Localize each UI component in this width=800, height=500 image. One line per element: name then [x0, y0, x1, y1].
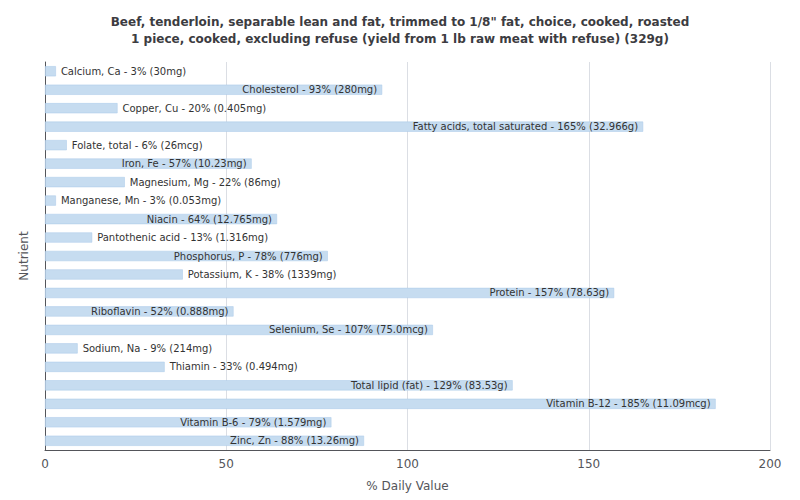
svg-text:100: 100 — [396, 457, 419, 471]
svg-text:Zinc, Zn - 88% (13.26mg): Zinc, Zn - 88% (13.26mg) — [230, 435, 359, 446]
svg-text:% Daily Value: % Daily Value — [366, 479, 448, 493]
svg-text:Total lipid (fat) - 129% (83.5: Total lipid (fat) - 129% (83.53g) — [350, 380, 508, 391]
svg-text:Iron, Fe - 57% (10.23mg): Iron, Fe - 57% (10.23mg) — [122, 158, 247, 169]
svg-text:Copper, Cu - 20% (0.405mg): Copper, Cu - 20% (0.405mg) — [123, 103, 267, 114]
svg-text:Selenium, Se - 107% (75.0mcg): Selenium, Se - 107% (75.0mcg) — [269, 324, 428, 335]
svg-text:Sodium, Na - 9% (214mg): Sodium, Na - 9% (214mg) — [83, 343, 213, 354]
svg-text:Potassium, K - 38% (1339mg): Potassium, K - 38% (1339mg) — [188, 269, 337, 280]
svg-text:Pantothenic acid - 13% (1.316m: Pantothenic acid - 13% (1.316mg) — [97, 232, 268, 243]
svg-text:Beef, tenderloin, separable le: Beef, tenderloin, separable lean and fat… — [111, 15, 690, 29]
svg-text:Vitamin B-12 - 185% (11.09mcg): Vitamin B-12 - 185% (11.09mcg) — [546, 398, 711, 409]
svg-text:Calcium, Ca - 3% (30mg): Calcium, Ca - 3% (30mg) — [61, 66, 186, 77]
svg-text:Nutrient: Nutrient — [17, 231, 31, 281]
svg-text:Cholesterol - 93% (280mg): Cholesterol - 93% (280mg) — [242, 84, 377, 95]
svg-text:Riboflavin - 52% (0.888mg): Riboflavin - 52% (0.888mg) — [91, 306, 229, 317]
svg-text:Thiamin - 33% (0.494mg): Thiamin - 33% (0.494mg) — [169, 361, 298, 372]
svg-text:50: 50 — [219, 457, 234, 471]
svg-text:Fatty acids, total saturated -: Fatty acids, total saturated - 165% (32.… — [413, 121, 638, 132]
svg-text:150: 150 — [577, 457, 600, 471]
svg-text:1 piece, cooked, excluding ref: 1 piece, cooked, excluding refuse (yield… — [131, 32, 669, 46]
svg-text:Manganese, Mn - 3% (0.053mg): Manganese, Mn - 3% (0.053mg) — [61, 195, 221, 206]
svg-text:Protein - 157% (78.63g): Protein - 157% (78.63g) — [490, 287, 610, 298]
svg-text:Magnesium, Mg - 22% (86mg): Magnesium, Mg - 22% (86mg) — [130, 177, 281, 188]
svg-text:Phosphorus, P - 78% (776mg): Phosphorus, P - 78% (776mg) — [174, 251, 323, 262]
svg-text:Vitamin B-6 - 79% (1.579mg): Vitamin B-6 - 79% (1.579mg) — [180, 417, 326, 428]
svg-text:Folate, total - 6% (26mcg): Folate, total - 6% (26mcg) — [72, 140, 203, 151]
svg-text:Niacin - 64% (12.765mg): Niacin - 64% (12.765mg) — [147, 214, 272, 225]
svg-text:200: 200 — [759, 457, 782, 471]
svg-text:0: 0 — [41, 457, 49, 471]
